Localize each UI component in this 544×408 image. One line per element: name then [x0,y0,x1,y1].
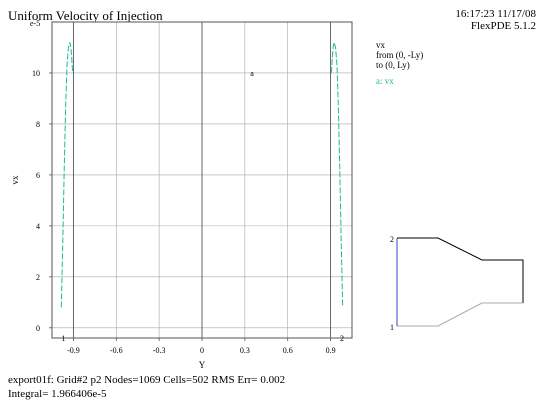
y-tick-label: 2 [36,273,40,282]
x-tick-label: 0.3 [240,346,250,355]
legend-to: to (0, Ly) [376,60,410,70]
x-tick-label: -0.3 [153,346,166,355]
y-tick-label: 4 [36,222,40,231]
y-tick-label: 10 [32,69,40,78]
x-axis-label: Y [199,360,206,370]
legend-variable: vx [376,40,385,50]
timestamp-block: 16:17:23 11/17/08 FlexPDE 5.1.2 [455,8,536,32]
legend-series-label: a: vx [376,76,394,86]
axis-layer [49,21,353,341]
grid-layer [52,22,352,338]
version-label: FlexPDE 5.1.2 [470,20,536,32]
x-tick-label: -0.6 [110,346,123,355]
inset-marker-top: 2 [390,235,394,244]
inset-outline-bottom [397,302,523,327]
x-tick-label: -0.9 [67,346,80,355]
inset-outline-top [397,237,524,303]
plot-title: Uniform Velocity of Injection [8,8,163,23]
x-tick-label: 0.9 [326,346,336,355]
status-line: export01f: Grid#2 p2 Nodes=1069 Cells=50… [8,374,286,386]
y-tick-label: 8 [36,120,40,129]
y-axis-label: vx [10,175,20,185]
series-layer [60,42,344,308]
legend-from: from (0, -Ly) [376,50,424,60]
legend: vx from (0, -Ly) to (0, Ly) a: vx [376,40,423,86]
integral-line: Integral= 1.966406e-5 [8,388,107,400]
x-tick-label: 0.6 [283,346,293,355]
label-layer: 0 2 4 6 8 10 -0.9 -0.6 -0.3 0 0.3 0.6 0.9 Yvx e-5 a 1 2 [10,19,344,370]
geometry-inset: 21 [390,235,524,332]
series-line-right [330,42,344,308]
end-marker: 2 [340,334,344,343]
x-tick-label: 0 [200,346,204,355]
series-line-left [60,42,74,308]
series-marker: a [250,69,254,78]
y-exponent-label: e-5 [30,19,40,28]
end-marker: 1 [61,334,65,343]
inset-marker-bottom: 1 [390,323,394,332]
y-tick-label: 0 [36,324,40,333]
y-tick-label: 6 [36,171,40,180]
timestamp: 16:17:23 11/17/08 [455,8,536,20]
